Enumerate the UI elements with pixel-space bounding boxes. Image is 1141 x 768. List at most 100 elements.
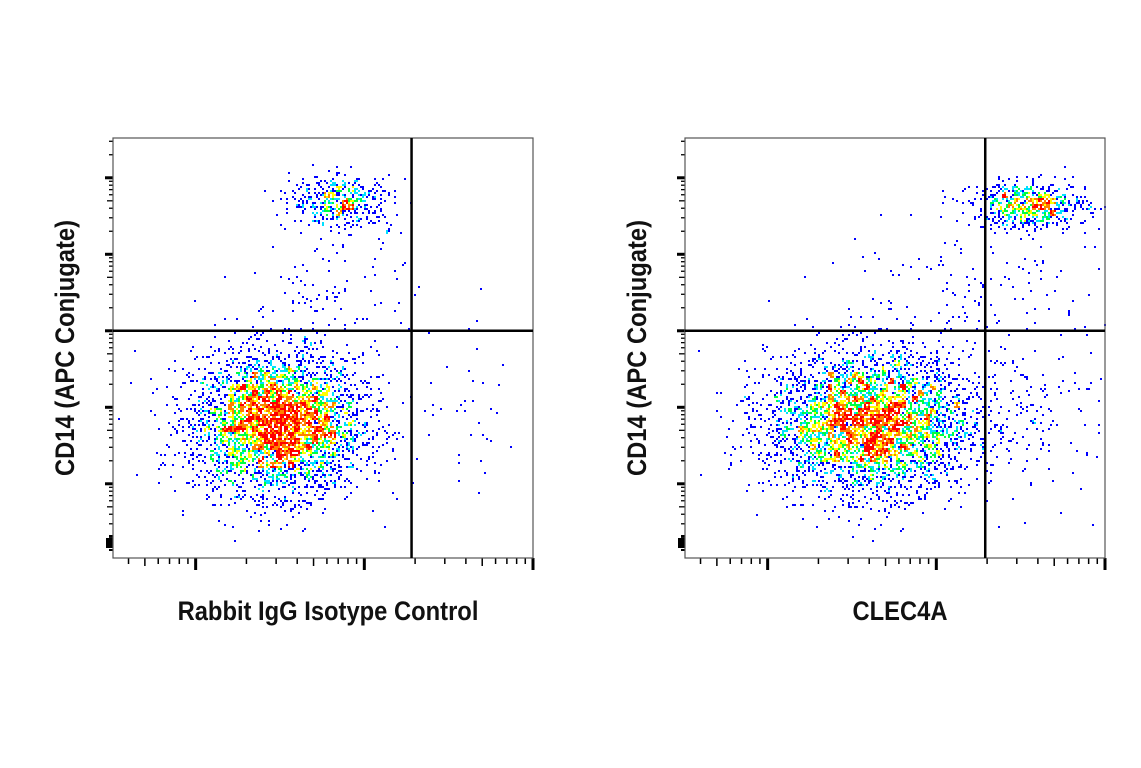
event-point — [308, 400, 310, 402]
event-point — [248, 456, 250, 458]
event-point — [312, 206, 314, 208]
event-point — [190, 350, 192, 352]
event-point — [302, 386, 304, 388]
event-point — [332, 214, 334, 216]
event-point — [272, 356, 274, 358]
event-point — [372, 510, 374, 512]
event-point — [370, 206, 372, 208]
event-point — [194, 428, 196, 430]
event-point — [322, 446, 324, 448]
event-point — [316, 382, 318, 384]
event-point — [206, 484, 208, 486]
event-point — [278, 420, 280, 422]
event-point — [240, 406, 242, 408]
event-point — [276, 460, 278, 462]
event-point — [248, 360, 250, 362]
event-point — [192, 458, 194, 460]
event-point — [306, 476, 308, 478]
event-point — [202, 382, 204, 384]
event-point — [784, 450, 786, 452]
event-point — [272, 418, 274, 420]
event-point — [358, 394, 360, 396]
event-point — [258, 416, 260, 418]
event-point — [318, 404, 320, 406]
event-point — [200, 430, 202, 432]
event-point — [350, 430, 352, 432]
event-point — [262, 422, 264, 424]
event-point — [276, 410, 278, 412]
event-point — [378, 428, 380, 430]
event-point — [314, 250, 316, 252]
event-point — [304, 208, 306, 210]
event-point — [200, 396, 202, 398]
event-point — [336, 198, 338, 200]
event-point — [290, 368, 292, 370]
event-point — [288, 418, 290, 420]
event-point — [352, 200, 354, 202]
event-point — [298, 452, 300, 454]
event-point — [298, 486, 300, 488]
event-point — [268, 464, 270, 466]
event-point — [314, 310, 316, 312]
event-point — [318, 470, 320, 472]
event-point — [298, 302, 300, 304]
event-point — [254, 396, 256, 398]
event-point — [228, 426, 230, 428]
event-point — [268, 472, 270, 474]
event-point — [326, 374, 328, 376]
event-point — [172, 396, 174, 398]
event-point — [214, 486, 216, 488]
event-point — [270, 390, 272, 392]
event-point — [242, 430, 244, 432]
event-point — [234, 332, 236, 334]
event-point — [314, 202, 316, 204]
event-point — [274, 424, 276, 426]
event-point — [256, 424, 258, 426]
event-point — [372, 196, 374, 198]
event-point — [296, 404, 298, 406]
event-point — [230, 408, 232, 410]
event-point — [258, 484, 260, 486]
event-point — [248, 420, 250, 422]
event-point — [194, 390, 196, 392]
event-point — [284, 452, 286, 454]
event-point — [232, 422, 234, 424]
event-point — [362, 352, 364, 354]
event-point — [304, 418, 306, 420]
event-point — [302, 404, 304, 406]
event-point — [266, 340, 268, 342]
event-point — [228, 430, 230, 432]
event-point — [230, 394, 232, 396]
event-point — [346, 442, 348, 444]
event-point — [298, 500, 300, 502]
event-point — [186, 418, 188, 420]
event-point — [240, 426, 242, 428]
event-point — [366, 196, 368, 198]
event-point — [268, 442, 270, 444]
event-point — [304, 476, 306, 478]
event-point — [262, 388, 264, 390]
event-point — [236, 452, 238, 454]
event-point — [180, 410, 182, 412]
event-point — [302, 202, 304, 204]
event-point — [344, 182, 346, 184]
event-point — [344, 218, 346, 220]
event-point — [348, 448, 350, 450]
event-point — [224, 428, 226, 430]
event-point — [268, 390, 270, 392]
event-point — [234, 436, 236, 438]
event-point — [338, 448, 340, 450]
event-point — [224, 352, 226, 354]
event-point — [302, 296, 304, 298]
event-point — [308, 402, 310, 404]
event-point — [310, 206, 312, 208]
event-point — [260, 426, 262, 428]
event-point — [284, 500, 286, 502]
event-point — [280, 390, 282, 392]
event-point — [336, 296, 338, 298]
event-point — [270, 394, 272, 396]
event-point — [238, 442, 240, 444]
event-point — [324, 474, 326, 476]
event-point — [278, 388, 280, 390]
event-point — [250, 392, 252, 394]
